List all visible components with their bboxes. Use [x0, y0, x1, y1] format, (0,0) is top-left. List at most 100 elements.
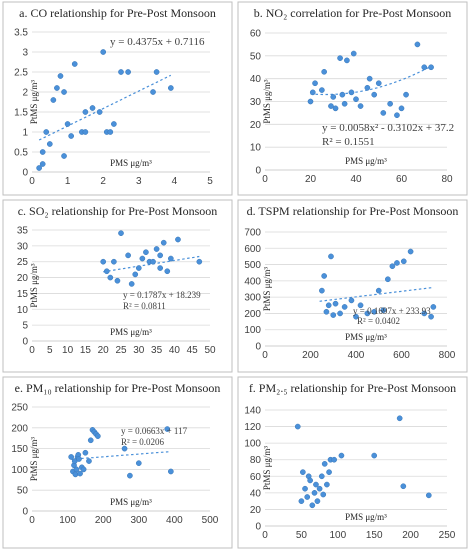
chart-panel-3: c. SO₂ relationship for Pre-Post Monsoon… — [2, 199, 233, 373]
data-point — [338, 452, 345, 459]
data-point — [160, 239, 167, 246]
data-point — [164, 426, 171, 432]
x-tick-label: 300 — [130, 515, 147, 526]
x-tick-label: 600 — [393, 350, 410, 361]
data-point — [339, 91, 346, 98]
x-tick-label: 0 — [29, 176, 35, 187]
data-point — [430, 304, 437, 310]
y-tick-label: 20 — [250, 120, 262, 131]
data-point — [294, 423, 301, 430]
data-point — [387, 100, 393, 107]
x-tick-label: 100 — [329, 530, 346, 541]
data-point — [337, 310, 343, 317]
x-tick-label: 0 — [29, 345, 35, 356]
data-point — [385, 276, 391, 283]
data-point — [328, 253, 334, 260]
y-tick-label: 700 — [244, 228, 261, 239]
data-point — [425, 492, 432, 499]
chart-title: c. SO₂ relationship for Pre-Post Monsoon — [18, 204, 218, 218]
data-point — [150, 89, 156, 95]
y-axis-label: PtMS μg/m³ — [262, 79, 272, 124]
x-tick-label: 50 — [296, 530, 308, 541]
data-point — [143, 249, 149, 256]
data-point — [50, 97, 57, 103]
data-point — [357, 103, 364, 109]
y-tick-label: 30 — [17, 241, 29, 252]
y-tick-label: 150 — [11, 444, 28, 455]
data-point — [307, 98, 314, 105]
data-point — [153, 69, 160, 75]
data-point — [39, 161, 46, 167]
x-tick-label: 10 — [62, 345, 74, 356]
panel-frame — [2, 199, 233, 373]
data-point — [164, 268, 171, 275]
data-point — [139, 255, 146, 262]
y-tick-label: 25 — [17, 257, 29, 268]
panel-frame — [237, 1, 468, 196]
x-tick-label: 40 — [350, 174, 362, 185]
x-tick-label: 40 — [169, 345, 181, 356]
x-tick-label: 500 — [202, 515, 219, 526]
data-point — [414, 41, 421, 48]
data-point — [107, 129, 114, 135]
data-point — [82, 109, 89, 115]
chart-title: d. TSPM relationship for Pre-Post Monsoo… — [247, 204, 459, 218]
x-tick-label: 0 — [262, 350, 268, 361]
data-point — [324, 481, 330, 488]
y-tick-label: 3.5 — [14, 28, 28, 39]
data-point — [298, 498, 305, 504]
data-point — [36, 165, 42, 171]
data-point — [330, 312, 337, 318]
x-tick-label: 15 — [80, 345, 92, 356]
data-point — [157, 252, 164, 259]
data-point — [348, 89, 355, 96]
data-point — [403, 91, 409, 98]
y-axis-label: PtMS μg/m³ — [262, 267, 272, 312]
data-point — [71, 61, 78, 67]
y-tick-label: 2.5 — [14, 68, 28, 79]
data-point — [82, 449, 89, 456]
data-point — [380, 307, 387, 314]
chart-panel-1: a. CO relationship for Pre-Post Monsoon 0… — [2, 1, 233, 196]
data-point — [394, 112, 400, 119]
data-point — [46, 141, 53, 147]
data-point — [135, 265, 142, 271]
trendline — [103, 255, 200, 273]
y-axis-label: PtMS μg/m³ — [29, 437, 39, 482]
data-point — [132, 271, 139, 278]
data-point — [319, 287, 325, 294]
trendline — [38, 74, 172, 141]
data-point — [61, 89, 67, 95]
y-tick-label: 1.5 — [14, 108, 28, 119]
y-tick-label: 0 — [22, 507, 28, 518]
data-point — [364, 310, 371, 317]
chart-panel-4: d. TSPM relationship for Pre-Post Monsoo… — [237, 199, 468, 373]
y-tick-label: 5 — [22, 321, 28, 332]
x-tick-label: 80 — [441, 174, 453, 185]
data-point — [332, 300, 339, 307]
y-tick-label: 10 — [250, 143, 262, 154]
data-point — [118, 69, 124, 75]
data-point — [320, 491, 327, 498]
x-tick-label: 200 — [302, 350, 319, 361]
data-point — [153, 246, 160, 252]
data-point — [421, 64, 428, 71]
y-tick-label: 15 — [17, 289, 29, 300]
data-point — [73, 466, 80, 473]
y-tick-label: 100 — [11, 465, 28, 476]
y-tick-label: 200 — [244, 309, 261, 320]
y-tick-label: 300 — [244, 293, 261, 304]
panel-frame — [237, 199, 468, 373]
data-point — [400, 258, 407, 265]
y-tick-label: 30 — [250, 97, 262, 108]
data-point — [312, 80, 318, 87]
y-tick-label: 20 — [17, 273, 29, 284]
data-point — [107, 274, 114, 281]
data-point — [167, 255, 174, 262]
y-tick-label: 0 — [255, 342, 261, 353]
y-tick-label: 400 — [244, 276, 261, 287]
data-point — [72, 471, 79, 478]
data-point — [364, 84, 371, 91]
data-point — [380, 110, 387, 116]
